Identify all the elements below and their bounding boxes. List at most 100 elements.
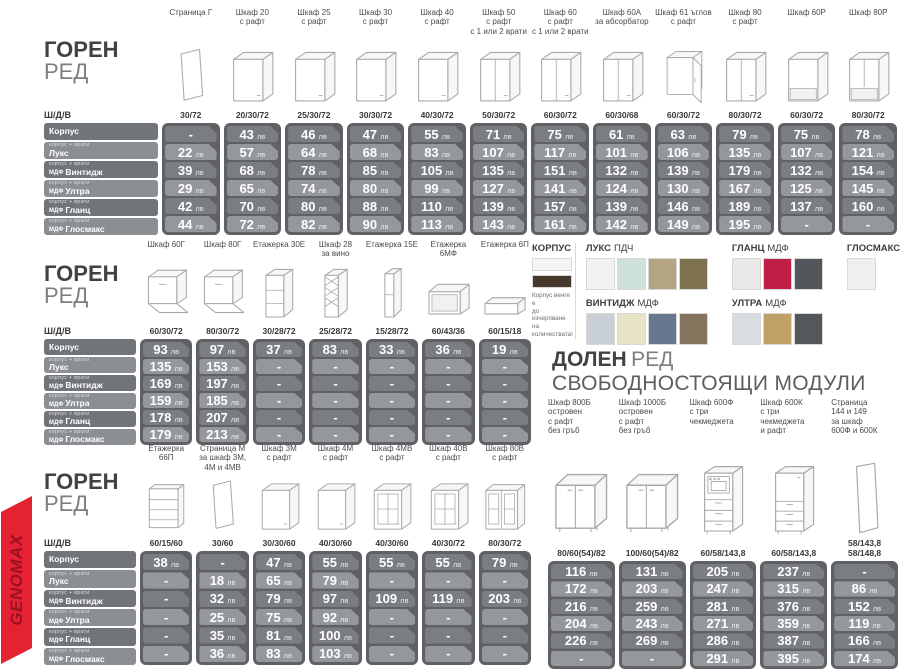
price-cell: 203 лв [482,591,528,607]
currency-label: лв [589,638,598,648]
currency-label: лв [630,167,639,177]
currency-label: лв [568,149,577,159]
currency-label: лв [340,596,349,606]
mdf-prefix: МДФ [49,189,64,196]
price-cell: - [781,216,833,232]
price-cell: - [482,572,528,588]
currency-label: лв [396,559,405,569]
price-column: 75 лв 117 лв 151 лв 141 лв 157 лв 161 лв [531,123,590,235]
color-swatch [616,313,646,345]
currency-label: лв [731,569,740,579]
dims-value: 15/28/72 [375,325,409,336]
price-value: 139 [666,162,689,178]
price-cell: 47 лв [350,126,402,142]
price-value: 80 [362,180,378,196]
price-cell: 83 лв [256,646,302,662]
price-value: 88 [362,198,378,214]
price-cell: 139 лв [596,198,648,214]
color-swatch [731,313,761,345]
currency-label: лв [630,221,639,231]
color-swatch [647,313,677,345]
currency-label: лв [749,131,758,141]
price-cell: 135 лв [143,359,189,374]
dims-value: 30/72 [180,109,202,120]
price-cell: - [312,359,358,374]
price-cell: 80 лв [288,198,340,214]
price-column: 33 лв - - - - - [365,339,419,445]
finish-row-label: корпус + врати МДФ Гланц [44,628,136,646]
currency-label: лв [753,167,762,177]
tall-drawer-cabinet-icon [760,460,827,536]
currency-label: лв [174,432,183,441]
dims-value: 80/60(54)/82 [557,547,606,558]
price-cell: 35 лв [199,627,245,643]
price-value: 271 [706,616,729,632]
currency-label: лв [283,577,292,587]
price-value: 97 [209,342,225,357]
legend-group: ГЛОСМАКСМДФ [846,243,901,290]
price-cell: 79 лв [312,572,358,588]
price-value: 145 [851,180,874,196]
price-cell: 78 лв [288,162,340,178]
price-cell: 93 лв [143,342,189,357]
finish-row-label: корпус + врати Лукс [44,357,136,373]
dolen-title-bold: ДОЛЕН [552,348,627,371]
price-cell: 25 лв [199,609,245,625]
price-value: 107 [790,144,812,160]
currency-label: лв [343,651,353,661]
price-cell: - [482,376,528,391]
dims-value: 80/30/72 [488,537,522,548]
price-value: 106 [666,144,689,160]
price-cell: 154 лв [842,162,894,178]
price-cell: 79 лв [719,126,771,142]
currency-label: лв [753,221,762,231]
currency-label: лв [452,347,462,356]
dims-value: 80/30/72 [728,109,762,120]
cabinet-two-door-icon [470,44,528,104]
wall-shelf-icon [479,262,531,320]
currency-label: лв [445,167,454,177]
finish-legend: КОРПУС Корпус венге е до изчерпване на ко… [532,243,901,345]
base-two-door-cabinet-icon [619,460,686,536]
price-cell: 149 лв [658,216,710,232]
finish-row-name: МДФ Глосмакс [49,224,153,234]
price-value: 47 [362,126,378,142]
product-name: Страница Г [169,8,213,17]
price-value: 65 [239,180,254,196]
price-cell: 203 лв [622,581,683,596]
price-cell: 43 лв [227,126,279,142]
price-cell: 179 лв [143,427,189,442]
color-swatch [647,258,677,290]
dolen-section-title: ДОЛЕН РЕД СВОБОДНОСТОЯЩИ МОДУЛИ [552,348,866,396]
price-cell: 68 лв [227,162,279,178]
section-title: ГОРЕН РЕД [44,8,158,104]
price-value: - [446,376,451,391]
price-cell: - [143,591,189,607]
price-cell: 286 лв [693,633,754,648]
price-cell: 117 лв [534,144,586,160]
currency-label: лв [753,149,762,159]
price-cell: - [482,359,528,374]
legend-group: ЛУКС ПДЧ [585,243,708,290]
product-name: Шкаф 3М с рафт [261,444,297,463]
corner-cabinet-icon [655,44,713,104]
currency-label: лв [691,203,700,213]
price-cell: 79 лв [482,554,528,570]
price-column: 61 лв 101 лв 132 лв 124 лв 139 лв 142 лв [593,123,651,235]
price-value: 130 [666,180,689,196]
price-column: 131 лв 203 лв 259 лв 243 лв 269 лв - [618,561,686,669]
price-cell: - [551,651,612,666]
finish-row-label: корпус + врати Лукс [44,142,158,159]
price-cell: 145 лв [842,180,894,196]
currency-label: лв [318,203,327,213]
price-cell: 205 лв [693,564,754,579]
finish-row-labels: Корпус корпус + врати Лукс корпус + врати МД… [44,123,158,235]
wine-rack-icon [309,262,361,320]
legend-group-corpus: КОРПУС Корпус венге е до изчерпване на ко… [532,243,573,339]
price-value: - [333,359,338,374]
price-cell: 135 лв [719,144,771,160]
price-cell: 90 лв [350,216,402,232]
price-column: 55 лв 79 лв 97 лв 92 лв 100 лв 103 лв [309,551,362,665]
price-value: - [446,427,451,442]
column-header: Шкаф 20 с рафт [224,8,282,104]
